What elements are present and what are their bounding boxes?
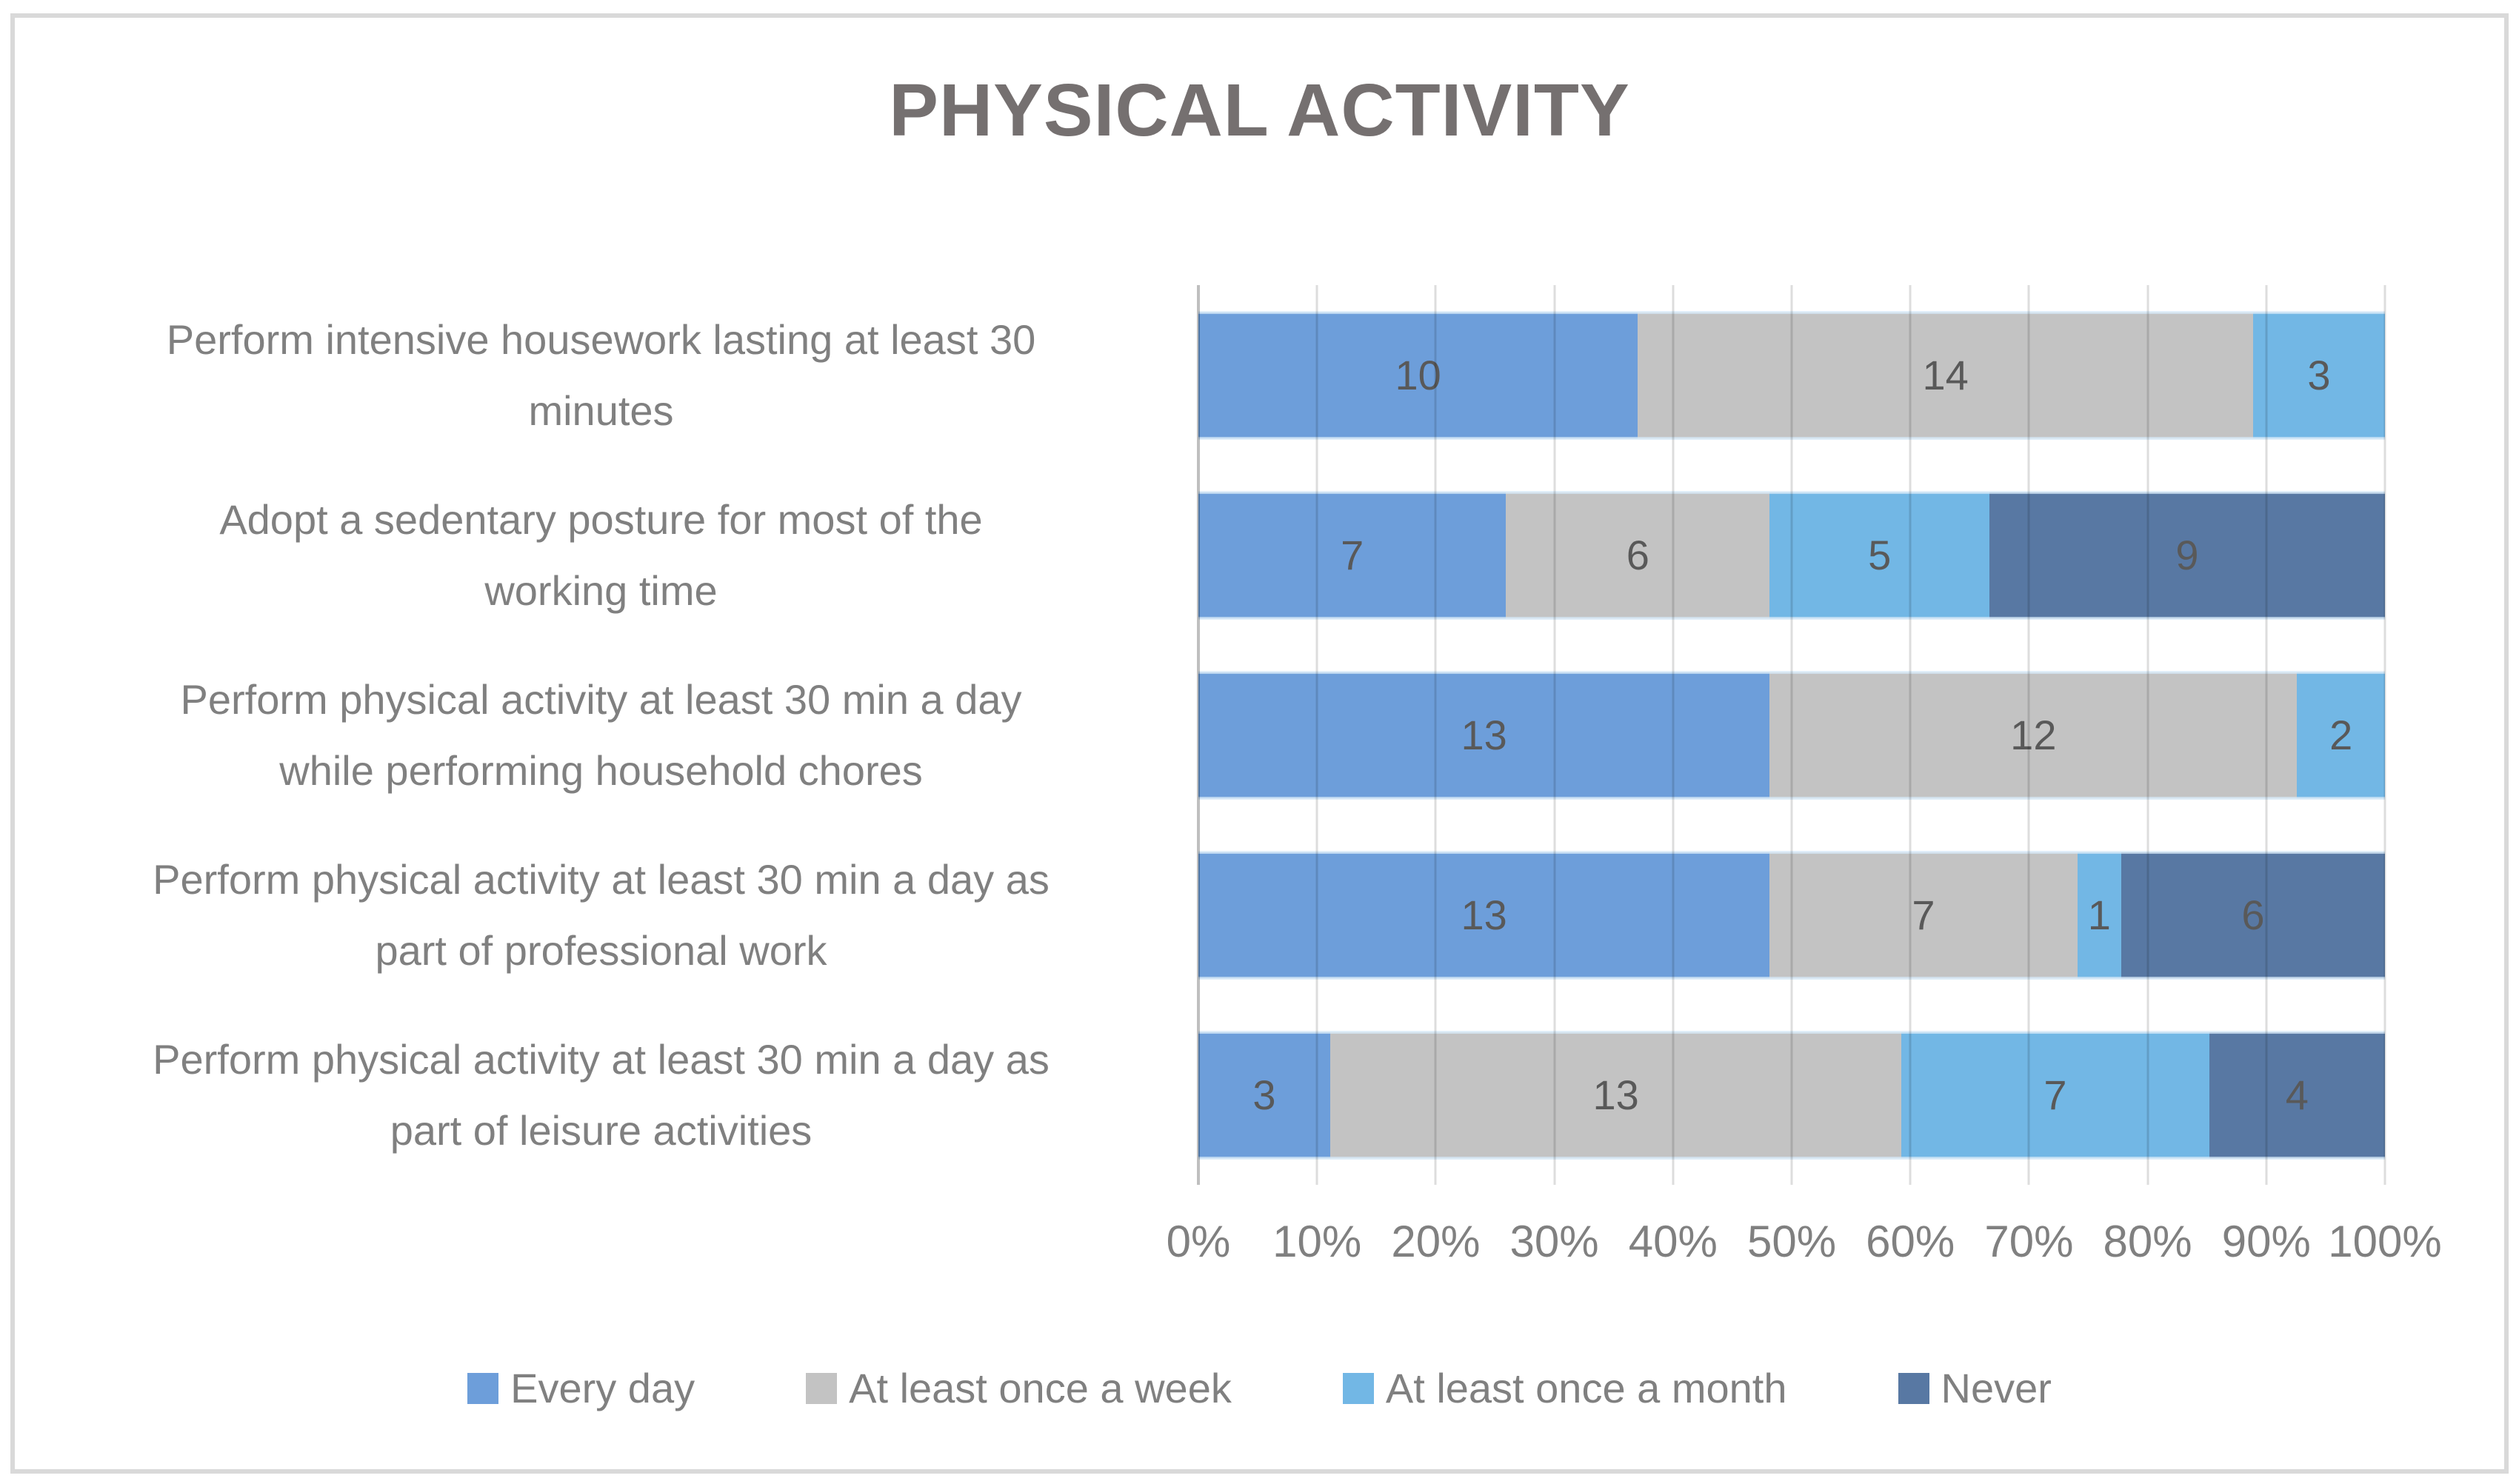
chart-border <box>10 13 2509 1474</box>
bar-track: 13 12 2 <box>1198 645 2385 825</box>
bar-segment-never: 6 <box>2121 852 2385 978</box>
bar-segment-every-day: 3 <box>1198 1032 1330 1158</box>
legend-item-at-least-once-a-week: At least once a week <box>806 1364 1232 1412</box>
bar-segment-never: 9 <box>1989 492 2385 618</box>
x-tick-label: 50% <box>1746 1217 1837 1266</box>
legend-label: At least once a month <box>1385 1365 1787 1411</box>
legend-label: At least once a week <box>849 1365 1232 1411</box>
bar-segment-at-least-once-a-month: 7 <box>1901 1032 2209 1158</box>
legend-swatch-never <box>1898 1372 1929 1404</box>
x-tick-label: 10% <box>1272 1217 1362 1266</box>
bar-row: Perform intensive housework lasting at l… <box>44 285 2385 465</box>
bar-row: Perform physical activity at least 30 mi… <box>44 1005 2385 1185</box>
bar-segment-at-least-once-a-week: 13 <box>1330 1032 1902 1158</box>
legend-label: Never <box>1941 1365 2052 1411</box>
x-tick-label: 0% <box>1166 1217 1231 1266</box>
bar-segment-at-least-once-a-week: 14 <box>1638 312 2253 438</box>
bar-row: Perform physical activity at least 30 mi… <box>44 825 2385 1005</box>
x-tick-label: 20% <box>1391 1217 1481 1266</box>
bar-row: Perform physical activity at least 30 mi… <box>44 645 2385 825</box>
bar-rows: Perform intensive housework lasting at l… <box>44 285 2385 1185</box>
x-tick-label: 70% <box>1984 1217 2074 1266</box>
x-axis: 0% 10% 20% 30% 40% 50% 60% 70% 80% 90% 100% <box>1167 1216 2442 1283</box>
bar-segment-at-least-once-a-week: 6 <box>1506 492 1770 618</box>
category-label: Perform physical activity at least 30 mi… <box>153 1036 1050 1154</box>
plot-area: Perform intensive housework lasting at l… <box>44 285 2386 1185</box>
bar-segment-at-least-once-a-month: 5 <box>1769 492 1989 618</box>
category-label: Perform physical activity at least 30 mi… <box>180 676 1022 794</box>
legend-item-at-least-once-a-month: At least once a month <box>1342 1364 1787 1412</box>
x-tick-label: 60% <box>1866 1217 1955 1266</box>
chart-title: PHYSICAL ACTIVITY <box>889 69 1630 152</box>
bar-segment-never: 4 <box>2209 1032 2385 1158</box>
legend-item-never: Never <box>1898 1364 2052 1412</box>
stacked-bar: 13 12 2 <box>1198 670 2385 800</box>
bar-track: 13 7 1 6 <box>1198 825 2385 1005</box>
legend-swatch-every-day <box>467 1372 499 1404</box>
x-tick-label: 80% <box>2103 1217 2192 1266</box>
category-label: Adopt a sedentary posture for most of th… <box>219 496 983 614</box>
bar-row: Adopt a sedentary posture for most of th… <box>44 465 2385 645</box>
x-tick-label: 100% <box>2328 1217 2442 1266</box>
legend-item-every-day: Every day <box>467 1364 695 1412</box>
legend: Every day At least once a week At least on… <box>0 1364 2519 1412</box>
legend-swatch-at-least-once-a-week <box>806 1372 838 1404</box>
legend-swatch-at-least-once-a-month <box>1342 1372 1374 1404</box>
bar-segment-every-day: 13 <box>1198 852 1770 978</box>
category-label: Perform physical activity at least 30 mi… <box>153 856 1050 974</box>
x-tick-label: 40% <box>1628 1217 1718 1266</box>
bar-segment-at-least-once-a-month: 3 <box>2252 312 2385 438</box>
stacked-bar: 10 14 3 <box>1198 310 2385 440</box>
bar-segment-every-day: 13 <box>1198 672 1770 798</box>
x-tick-label: 30% <box>1509 1217 1599 1266</box>
bar-segment-every-day: 7 <box>1198 492 1507 618</box>
bar-segment-every-day: 10 <box>1198 312 1638 438</box>
x-tick-label: 90% <box>2221 1217 2311 1266</box>
bar-track: 10 14 3 <box>1198 285 2385 465</box>
bar-track: 3 13 7 4 <box>1198 1005 2385 1185</box>
bar-segment-at-least-once-a-week: 7 <box>1769 852 2078 978</box>
bar-segment-at-least-once-a-week: 12 <box>1769 672 2298 798</box>
category-label: Perform intensive housework lasting at l… <box>166 316 1036 434</box>
stacked-bar: 3 13 7 4 <box>1198 1030 2385 1160</box>
legend-label: Every day <box>510 1365 695 1411</box>
bar-segment-at-least-once-a-month: 1 <box>2077 852 2121 978</box>
bar-segment-at-least-once-a-month: 2 <box>2297 672 2385 798</box>
stacked-bar: 13 7 1 6 <box>1198 850 2385 980</box>
